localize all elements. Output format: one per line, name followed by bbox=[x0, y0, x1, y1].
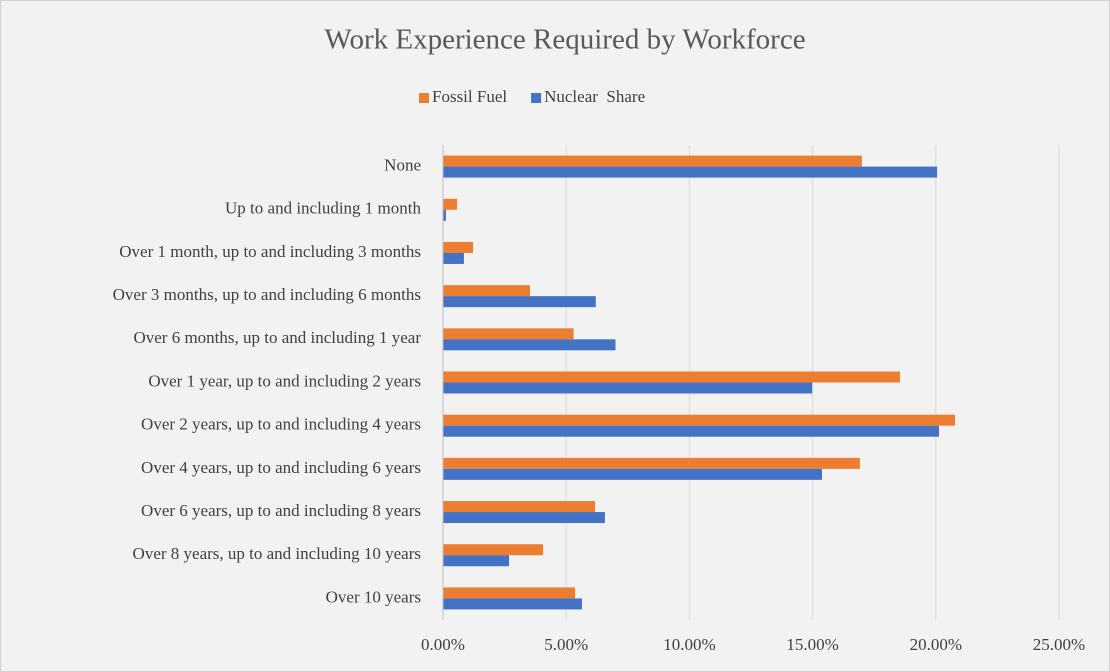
bar bbox=[443, 296, 596, 308]
bar bbox=[443, 209, 446, 221]
y-tick-label: Over 4 years, up to and including 6 year… bbox=[141, 458, 421, 477]
y-tick-label: Up to and including 1 month bbox=[225, 199, 421, 218]
y-tick-label: Over 3 months, up to and including 6 mon… bbox=[113, 285, 421, 304]
chart-title: Work Experience Required by Workforce bbox=[324, 24, 805, 56]
bar bbox=[443, 425, 940, 437]
bar bbox=[443, 501, 596, 513]
bar bbox=[443, 512, 605, 524]
x-tick-label: 25.00% bbox=[1033, 635, 1085, 654]
legend-swatch bbox=[531, 93, 542, 103]
bar bbox=[443, 252, 464, 264]
y-tick-label: Over 1 month, up to and including 3 mont… bbox=[119, 242, 421, 261]
x-tick-label: 5.00% bbox=[544, 635, 588, 654]
bar bbox=[443, 468, 822, 480]
legend-swatch bbox=[419, 93, 429, 103]
bar bbox=[443, 166, 938, 178]
bar bbox=[443, 198, 458, 210]
y-tick-label: Over 10 years bbox=[326, 587, 421, 606]
y-tick-label: None bbox=[384, 155, 421, 174]
bar bbox=[443, 598, 582, 610]
bar bbox=[443, 328, 574, 340]
bar bbox=[443, 339, 616, 351]
bar bbox=[443, 382, 813, 394]
x-tick-label: 0.00% bbox=[421, 635, 465, 654]
bar bbox=[443, 414, 956, 426]
bar bbox=[443, 555, 510, 567]
legend-label: Fossil Fuel bbox=[432, 87, 507, 106]
legend-label: Nuclear Share bbox=[544, 87, 645, 106]
x-tick-label: 10.00% bbox=[663, 635, 715, 654]
bar bbox=[443, 371, 901, 383]
bar bbox=[443, 587, 576, 599]
bar bbox=[443, 285, 530, 297]
y-tick-label: Over 1 year, up to and including 2 years bbox=[148, 371, 421, 390]
bar bbox=[443, 155, 862, 167]
x-tick-label: 20.00% bbox=[910, 635, 962, 654]
bar bbox=[443, 544, 544, 556]
y-tick-label: Over 6 months, up to and including 1 yea… bbox=[133, 328, 421, 347]
x-tick-label: 15.00% bbox=[786, 635, 838, 654]
y-tick-label: Over 8 years, up to and including 10 yea… bbox=[133, 544, 421, 563]
y-tick-label: Over 2 years, up to and including 4 year… bbox=[141, 415, 421, 434]
bar bbox=[443, 457, 860, 469]
bar bbox=[443, 241, 474, 253]
y-tick-label: Over 6 years, up to and including 8 year… bbox=[141, 501, 421, 520]
